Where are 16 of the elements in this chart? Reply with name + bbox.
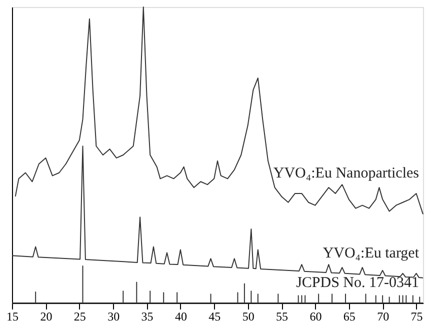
series-label: YVO₄:Eu target [322, 246, 420, 262]
series-label: YVO₄:Eu Nanoparticles [273, 166, 420, 182]
x-tick-label: 75 [410, 310, 423, 324]
x-tick-label: 35 [141, 310, 154, 324]
x-tick-label: 50 [242, 310, 254, 324]
x-tick-label: 40 [174, 310, 187, 324]
x-tick-label: 60 [310, 310, 322, 324]
x-tick-label: 45 [208, 310, 221, 324]
x-tick-label: 25 [74, 310, 86, 324]
x-tick-label: 70 [377, 310, 390, 324]
x-tick-label: 30 [108, 310, 120, 324]
x-tick-label: 55 [276, 310, 288, 324]
series-label: JCPDS No. 17-0341 [296, 275, 419, 292]
x-tick-label: 65 [343, 310, 356, 324]
x-tick-label: 15 [6, 310, 18, 324]
x-tick-label: 20 [40, 310, 52, 324]
